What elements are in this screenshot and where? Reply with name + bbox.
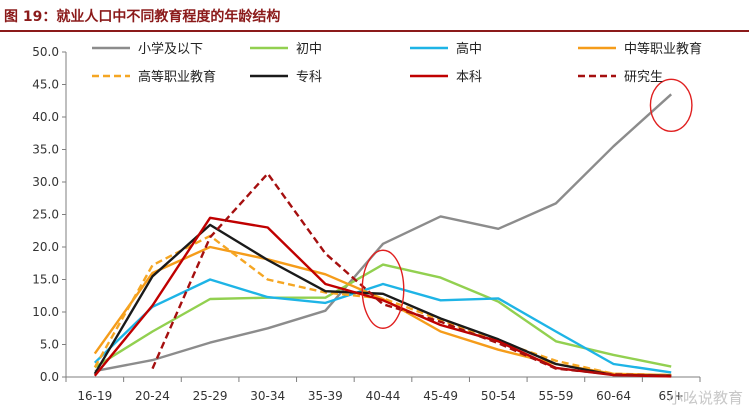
x-tick-label: 35-39	[308, 389, 343, 403]
series-line	[93, 278, 672, 374]
chart-series	[93, 93, 673, 378]
x-tick-label: 20-24	[135, 389, 170, 403]
x-tick-label: 16-19	[77, 389, 112, 403]
x-tick-label: 45-49	[423, 389, 458, 403]
chart-annotations	[361, 78, 693, 329]
series-line	[93, 223, 672, 377]
chart-axes: 0.0 5.0 10.0 15.0 20.0 25.0 30.0 35.0 40.0 45.0 50…	[32, 45, 701, 403]
y-tick-label: 30.0	[32, 175, 59, 189]
y-tick-label: 10.0	[32, 305, 59, 319]
series-line	[94, 263, 672, 369]
chart-title: 图 19：就业人口中不同教育程度的年龄结构	[4, 9, 281, 25]
x-tick-label: 55-59	[538, 389, 573, 403]
y-tick-label: 0.0	[40, 370, 59, 384]
legend-label: 研究生	[624, 70, 663, 85]
series-line	[94, 93, 673, 373]
x-tick-label: 65+	[659, 389, 684, 403]
x-tick-label: 25-29	[193, 389, 228, 403]
legend-label: 高中	[456, 41, 482, 57]
legend-label: 高等职业教育	[138, 69, 216, 85]
legend-label: 专科	[296, 70, 322, 85]
x-tick-label: 60-64	[596, 389, 631, 403]
legend-label: 小学及以下	[138, 41, 203, 57]
y-tick-label: 50.0	[32, 45, 59, 59]
y-tick-label: 15.0	[32, 273, 59, 287]
legend-label: 本科	[456, 70, 482, 85]
x-tick-label: 40-44	[366, 389, 401, 403]
y-tick-label: 40.0	[32, 110, 59, 124]
legend-label: 中等职业教育	[624, 41, 702, 57]
y-tick-label: 35.0	[32, 143, 59, 157]
highlight-circle	[649, 78, 693, 133]
y-tick-label: 25.0	[32, 208, 59, 222]
highlight-circle	[361, 249, 405, 329]
x-tick-label: 50-54	[481, 389, 516, 403]
x-tick-label: 30-34	[250, 389, 285, 403]
series-line	[151, 172, 672, 377]
watermark: 小吆说教育	[667, 389, 743, 407]
y-tick-label: 20.0	[32, 240, 59, 254]
y-tick-label: 5.0	[40, 338, 59, 352]
y-tick-label: 45.0	[32, 78, 59, 92]
title-bar: 图 19：就业人口中不同教育程度的年龄结构	[0, 0, 749, 32]
legend-label: 初中	[296, 42, 322, 57]
series-line	[93, 245, 672, 377]
